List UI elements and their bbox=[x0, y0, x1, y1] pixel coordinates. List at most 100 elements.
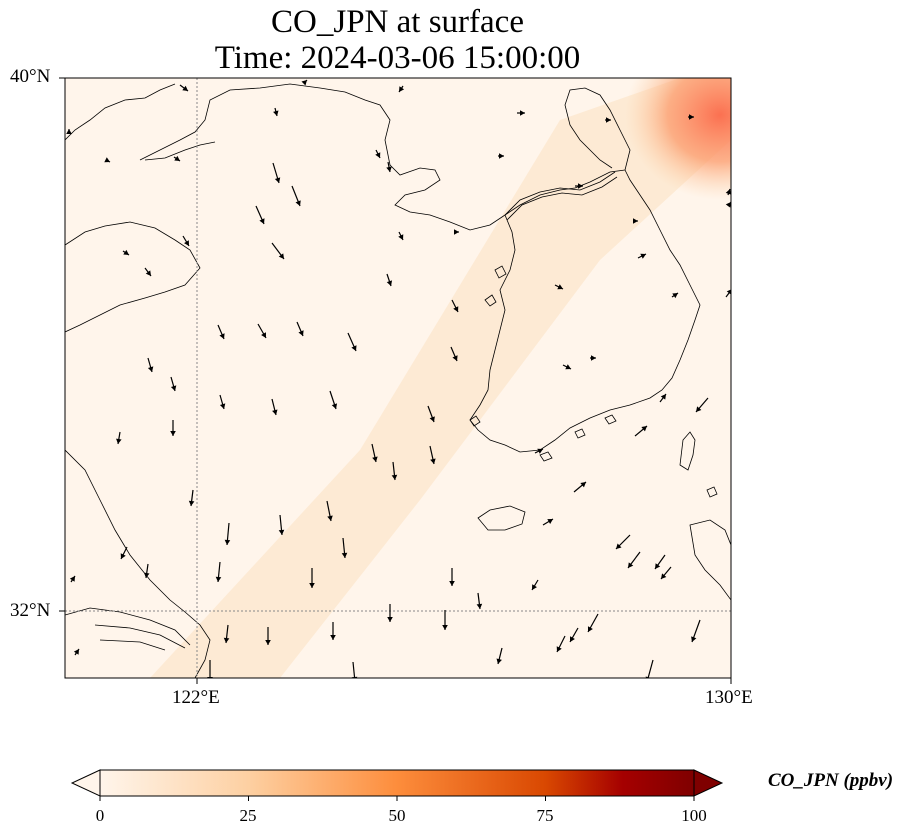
axis-ticks bbox=[59, 77, 732, 684]
wind-arrow-head bbox=[430, 458, 436, 464]
wind-arrow-head bbox=[295, 200, 301, 206]
colorbar-tick-50: 50 bbox=[388, 806, 406, 825]
map-subtitle-time: Time: 2024-03-06 15:00:00 bbox=[214, 40, 581, 76]
wind-arrow-head bbox=[123, 249, 129, 255]
wind-arrow-head bbox=[261, 332, 266, 338]
wind-arrow-head bbox=[259, 218, 265, 224]
colorbar-tick-75: 75 bbox=[536, 806, 554, 825]
wind-arrow-head bbox=[641, 426, 647, 432]
map-title: CO_JPN at surface bbox=[271, 4, 524, 40]
lon-label-130e: 130°E bbox=[705, 687, 753, 708]
wind-arrow-head bbox=[66, 129, 72, 134]
colorbar-label: CO_JPN (ppbv) bbox=[768, 770, 894, 791]
concentration-hotspot bbox=[625, 78, 731, 200]
wind-arrow-head bbox=[640, 253, 646, 259]
wind-arrow-head bbox=[398, 234, 404, 240]
wind-arrow-head bbox=[120, 553, 126, 559]
wind-arrow-head bbox=[387, 617, 393, 622]
wind-arrow-head bbox=[301, 80, 307, 86]
wind-arrow-head bbox=[170, 385, 177, 391]
wind-arrow-head bbox=[219, 403, 226, 409]
wind-arrow-head bbox=[278, 529, 285, 535]
wind-arrow-head bbox=[386, 166, 392, 172]
wind-arrow-head bbox=[223, 637, 230, 643]
wind-arrow-head bbox=[265, 640, 271, 645]
wind-vectors bbox=[66, 79, 731, 678]
wind-arrow-head bbox=[274, 177, 281, 183]
wind-arrow-head bbox=[298, 330, 304, 336]
wind-arrow-head bbox=[725, 189, 731, 195]
wind-arrow-head bbox=[725, 202, 731, 208]
wind-arrow-head bbox=[391, 474, 398, 480]
wind-arrow-head bbox=[429, 416, 435, 422]
wind-arrow-head bbox=[278, 253, 284, 259]
wind-arrow-head bbox=[591, 355, 596, 361]
wind-arrow-head bbox=[351, 345, 357, 351]
wind-arrow-head bbox=[143, 572, 150, 578]
lat-label-32n: 32°N bbox=[10, 600, 51, 621]
wind-arrow-head bbox=[691, 636, 697, 642]
wind-arrow-head bbox=[476, 603, 483, 609]
wind-arrow bbox=[647, 659, 654, 678]
wind-arrow-head bbox=[184, 240, 189, 246]
wind-arrow-head bbox=[532, 584, 537, 590]
wind-arrow-head bbox=[661, 573, 667, 579]
wind-arrow-head bbox=[587, 626, 593, 632]
wind-arrow-head bbox=[520, 110, 525, 116]
map-canvas bbox=[59, 77, 732, 684]
wind-arrow-head bbox=[606, 117, 611, 123]
wind-arrow-head bbox=[104, 157, 110, 163]
wind-arrow-head bbox=[442, 625, 448, 630]
wind-arrow-head bbox=[655, 563, 661, 569]
wind-arrow-head bbox=[556, 646, 562, 652]
wind-arrow bbox=[352, 661, 356, 678]
wind-arrow-head bbox=[399, 86, 405, 92]
wind-arrow-head bbox=[570, 636, 575, 642]
wind-arrow-head bbox=[660, 394, 666, 400]
wind-arrow-head bbox=[578, 183, 583, 189]
wind-arrow-head bbox=[147, 366, 154, 372]
lat-label-40n: 40°N bbox=[10, 66, 51, 87]
wind-arrow-head bbox=[696, 406, 702, 412]
wind-arrow-head bbox=[672, 293, 678, 299]
wind-arrow-head bbox=[547, 519, 553, 524]
wind-arrow-head bbox=[499, 153, 504, 159]
wind-arrow-head bbox=[372, 456, 378, 462]
coastlines bbox=[65, 83, 731, 678]
map-frame bbox=[64, 77, 732, 679]
wind-arrow-head bbox=[386, 280, 393, 286]
wind-arrow-head bbox=[341, 552, 348, 558]
gridlines bbox=[65, 78, 731, 678]
wind-arrow-head bbox=[580, 482, 586, 488]
wind-arrow-head bbox=[182, 85, 188, 91]
wind-arrow-head bbox=[449, 581, 455, 586]
wind-arrow-head bbox=[145, 270, 151, 276]
wind-arrow-head bbox=[309, 583, 315, 588]
wind-arrow-head bbox=[273, 110, 279, 116]
wind-arrow-head bbox=[453, 306, 459, 312]
colorbar-tick-0: 0 bbox=[95, 806, 105, 825]
wind-arrow-head bbox=[69, 576, 75, 582]
wind-arrow-head bbox=[633, 218, 638, 224]
lon-label-122e: 122°E bbox=[172, 687, 220, 708]
wind-arrow-head bbox=[496, 658, 502, 664]
wind-arrow-head bbox=[565, 364, 571, 370]
concentration-band bbox=[150, 78, 731, 678]
wind-arrow-head bbox=[331, 403, 338, 409]
colorbar bbox=[70, 769, 724, 801]
wind-arrow-head bbox=[116, 438, 122, 444]
wind-arrow-head bbox=[215, 576, 222, 582]
wind-arrow-head bbox=[327, 515, 333, 521]
wind-arrow-head bbox=[272, 409, 278, 415]
colorbar-tick-100: 100 bbox=[681, 806, 707, 825]
colorbar-extend-low bbox=[70, 769, 101, 797]
wind-arrow-head bbox=[557, 284, 563, 290]
wind-arrow-head bbox=[628, 562, 634, 568]
wind-arrow-head bbox=[170, 431, 176, 436]
wind-arrow-head bbox=[73, 649, 79, 655]
wind-arrow-head bbox=[726, 289, 731, 295]
colorbar-tick-25: 25 bbox=[239, 806, 257, 825]
wind-arrow-head bbox=[375, 152, 381, 158]
wind-arrow-head bbox=[174, 155, 180, 161]
wind-arrow-head bbox=[188, 500, 195, 506]
